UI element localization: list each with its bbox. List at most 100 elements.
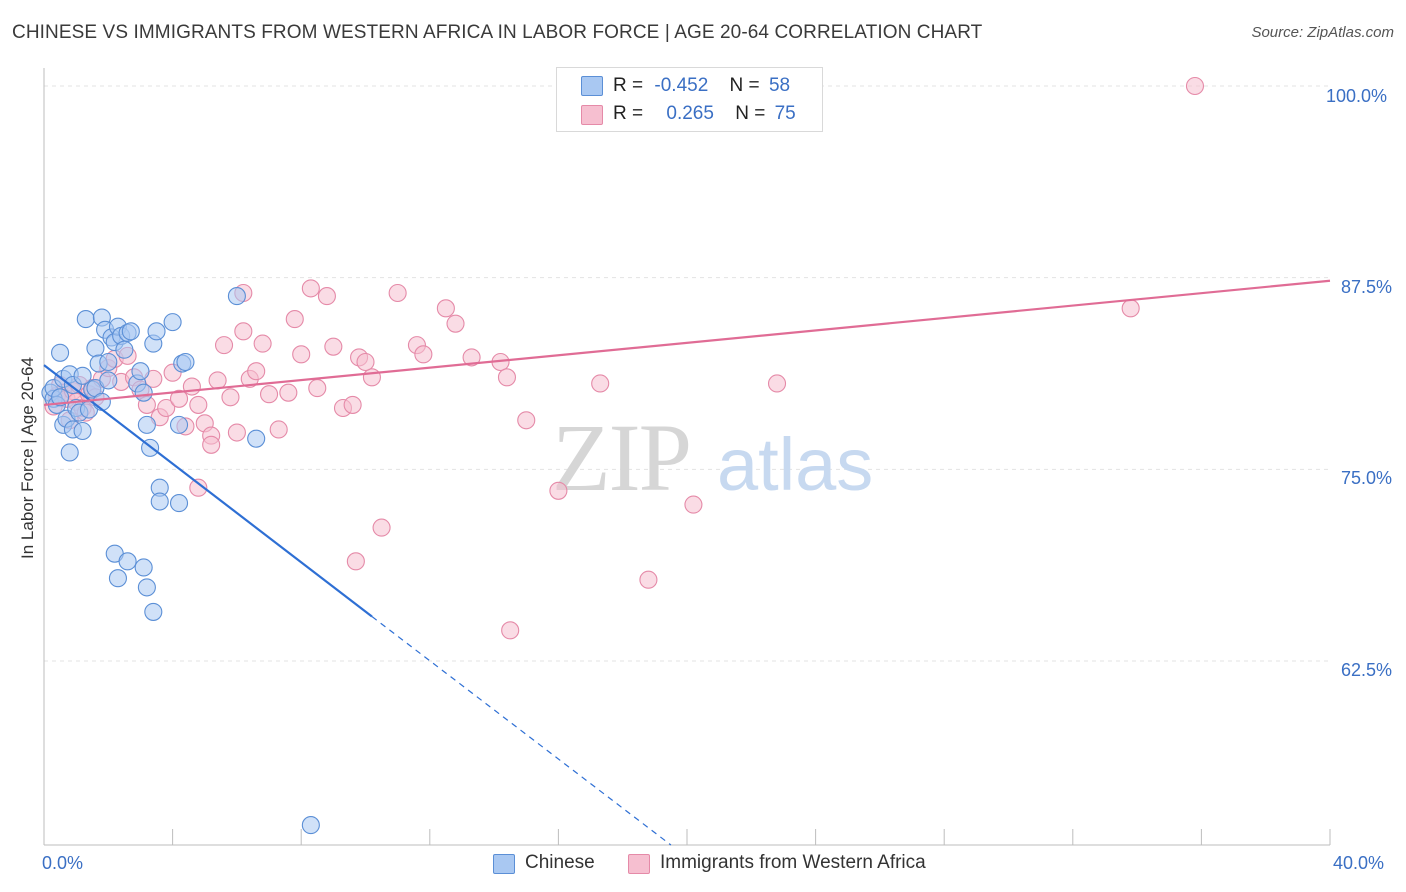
- africa-point: [169, 389, 189, 408]
- chinese-point: [163, 313, 182, 332]
- r-value: -0.452: [654, 75, 709, 96]
- africa-point: [346, 552, 365, 571]
- africa-point: [292, 345, 311, 364]
- chinese-point: [169, 494, 189, 513]
- africa-point: [591, 374, 610, 393]
- chinese-point: [115, 340, 134, 359]
- chinese-point: [76, 310, 95, 329]
- watermark-zip: ZIP: [552, 404, 690, 511]
- n-value: 58: [768, 75, 791, 96]
- chinese-point: [176, 352, 195, 372]
- africa-trend-line: [43, 279, 1331, 407]
- africa-point: [301, 279, 320, 298]
- chinese-legend-swatch: [493, 854, 515, 874]
- africa-point: [317, 287, 336, 306]
- africa-point: [684, 495, 703, 514]
- africa-point: [446, 314, 465, 333]
- y-tick-label: 75.0%: [1341, 468, 1393, 488]
- legend-africa: Immigrants from Western Africa: [660, 852, 926, 873]
- africa-point: [501, 621, 520, 640]
- africa-point: [1121, 299, 1140, 318]
- chinese-point: [137, 415, 156, 434]
- x-tick-label: 40.0%: [1333, 853, 1385, 873]
- africa-point: [259, 385, 279, 404]
- chinese-point: [86, 339, 105, 358]
- chinese-point: [227, 287, 246, 306]
- africa-point: [497, 368, 517, 387]
- legend-row-africa: R = 0.265 N = 75: [613, 103, 796, 127]
- africa-point: [436, 299, 455, 318]
- n-label: N =: [735, 103, 766, 124]
- correlation-legend: R = -0.452 N = 58 R = 0.265 N = 75: [556, 67, 823, 132]
- chinese-point: [73, 421, 92, 441]
- africa-point: [234, 322, 253, 341]
- chinese-point: [134, 383, 153, 402]
- chinese-point: [169, 415, 189, 434]
- africa-point: [372, 518, 391, 537]
- chinese-point: [131, 362, 150, 381]
- chinese-point: [108, 569, 127, 588]
- africa-point: [414, 345, 433, 364]
- chinese-swatch: [581, 76, 603, 96]
- africa-point: [269, 420, 288, 439]
- chinese-point: [60, 443, 79, 462]
- africa-point: [189, 478, 208, 497]
- chinese-point: [118, 552, 137, 571]
- africa-point: [279, 383, 298, 402]
- chinese-point: [99, 371, 118, 390]
- africa-point: [182, 377, 201, 396]
- n-value: 75: [774, 103, 796, 124]
- africa-point: [639, 570, 658, 589]
- africa-point: [462, 348, 481, 367]
- africa-point: [517, 411, 536, 430]
- n-label: N =: [729, 75, 760, 96]
- africa-point: [1185, 76, 1205, 96]
- africa-legend-swatch: [628, 854, 650, 874]
- chinese-point: [147, 322, 166, 341]
- chinese-point: [121, 322, 140, 341]
- africa-point: [253, 334, 272, 353]
- chinese-point: [134, 558, 153, 577]
- r-label: R =: [613, 103, 644, 124]
- y-tick-label: 87.5%: [1341, 277, 1393, 297]
- africa-point: [356, 352, 375, 372]
- x-tick-label: 0.0%: [42, 853, 84, 873]
- africa-point: [202, 435, 221, 454]
- chinese-point: [51, 388, 70, 407]
- chinese-point: [51, 343, 70, 362]
- africa-point: [362, 368, 381, 387]
- africa-point: [221, 388, 240, 407]
- africa-point: [214, 336, 234, 355]
- watermark-atlas: atlas: [717, 423, 873, 506]
- chinese-point: [99, 352, 118, 372]
- africa-point: [324, 337, 343, 356]
- y-tick-label: 62.5%: [1341, 660, 1393, 680]
- source-label: Source: ZipAtlas.com: [1251, 24, 1394, 41]
- chinese-point: [301, 816, 320, 835]
- chinese-trend-extension: [371, 616, 672, 846]
- africa-point: [157, 398, 176, 418]
- legend-chinese: Chinese: [525, 852, 595, 873]
- africa-point: [388, 283, 407, 303]
- chart-title: CHINESE VS IMMIGRANTS FROM WESTERN AFRIC…: [12, 22, 983, 43]
- chinese-trend-line: [43, 364, 373, 618]
- watermark: ZIP atlas: [552, 404, 873, 511]
- africa-point: [308, 379, 327, 398]
- africa-point: [189, 395, 208, 414]
- africa-point: [767, 374, 787, 393]
- africa-point: [343, 395, 362, 414]
- r-label: R =: [613, 75, 644, 96]
- chinese-point: [150, 492, 169, 511]
- africa-point: [227, 423, 246, 442]
- africa-swatch: [581, 105, 603, 125]
- chinese-point: [247, 429, 266, 448]
- africa-point: [208, 371, 227, 390]
- y-tick-label: 100.0%: [1326, 86, 1388, 106]
- africa-point: [549, 481, 568, 500]
- chinese-point: [73, 366, 92, 385]
- chinese-point: [137, 578, 156, 597]
- africa-point: [247, 362, 266, 381]
- r-value: 0.265: [666, 103, 714, 124]
- legend-row-chinese: R = -0.452 N = 58: [613, 75, 790, 99]
